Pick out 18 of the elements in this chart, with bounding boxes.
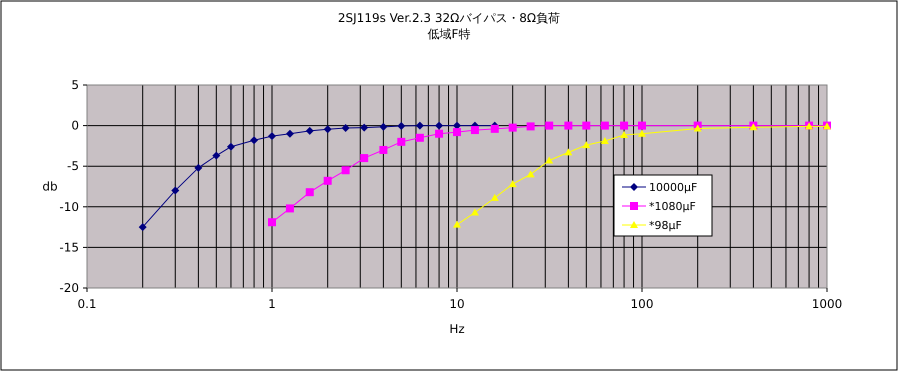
- chart-subtitle: 低域F特: [428, 27, 470, 41]
- legend-label: *1080μF: [649, 200, 696, 213]
- x-tick-label: 100: [630, 297, 654, 311]
- x-tick-label: 0.1: [77, 297, 97, 311]
- y-tick-label: 0: [71, 118, 79, 133]
- x-tick-label: 10: [449, 297, 465, 311]
- y-tick-label: -10: [59, 200, 79, 214]
- chart-title: 2SJ119s Ver.2.3 32Ωバイパス・8Ω負荷: [338, 11, 560, 25]
- y-tick-label: -5: [67, 159, 79, 174]
- x-tick-label: 1000: [812, 297, 842, 311]
- y-tick-label: -20: [59, 281, 79, 295]
- y-tick-label: -15: [59, 240, 79, 254]
- legend-label: *98μF: [649, 219, 682, 232]
- x-axis-title: Hz: [449, 322, 465, 336]
- legend-label: 10000μF: [649, 181, 698, 194]
- y-tick-label: 5: [71, 78, 79, 92]
- x-tick-label: 1: [268, 297, 276, 311]
- y-axis-title: db: [42, 180, 58, 194]
